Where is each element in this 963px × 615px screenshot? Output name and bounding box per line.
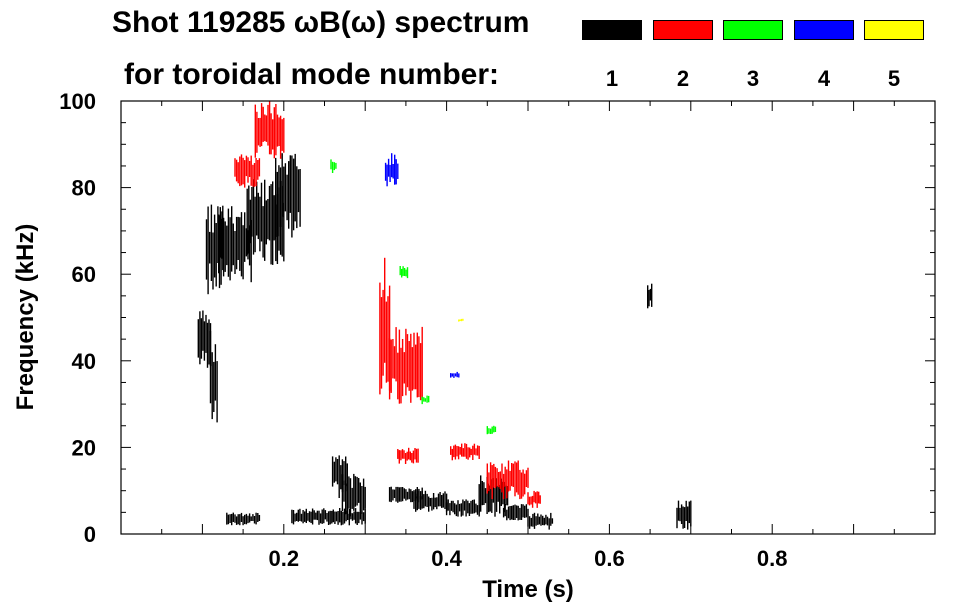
mode-1-region — [413, 490, 448, 512]
mode-2-region — [254, 101, 285, 159]
chart-subtitle: for toroidal mode number: — [124, 58, 499, 91]
mode-1-region — [502, 504, 529, 521]
spectrogram-data — [197, 101, 692, 530]
mode-2-region — [234, 154, 261, 188]
mode-1-region — [676, 500, 692, 530]
legend-swatch-mode-3 — [723, 20, 783, 40]
y-tick-label: 0 — [84, 522, 96, 547]
mode-1-region — [226, 512, 261, 526]
x-axis-title: Time (s) — [482, 576, 574, 603]
mode-1-region — [197, 310, 212, 368]
x-tick-label: 0.8 — [757, 546, 788, 571]
mode-1-region — [291, 508, 366, 526]
mode-3-region — [399, 266, 409, 279]
x-tick-label: 0.6 — [594, 546, 625, 571]
x-tick-label: 0.4 — [431, 546, 462, 571]
legend-label-mode-1: 1 — [605, 66, 619, 91]
y-tick-label: 100 — [59, 89, 96, 114]
mode-3-region — [486, 425, 497, 435]
mode-2-region — [397, 447, 419, 464]
mode-1-region — [527, 512, 554, 530]
mode-3-region — [421, 395, 430, 405]
y-tick-label: 20 — [72, 435, 96, 460]
x-tick-label: 0.2 — [269, 546, 300, 571]
y-axis-title: Frequency (kHz) — [12, 224, 39, 411]
y-tick-label: 80 — [72, 176, 96, 201]
mode-3-region — [330, 159, 337, 173]
mode-4-region — [384, 153, 399, 187]
mode-1-region — [205, 204, 224, 295]
mode-5-region — [458, 318, 464, 322]
y-tick-label: 60 — [72, 262, 96, 287]
mode-2-region — [379, 257, 391, 395]
mode-1-region — [209, 330, 218, 423]
legend-label-mode-2: 2 — [676, 66, 690, 91]
legend-label-mode-4: 4 — [817, 66, 831, 91]
mode-2-region — [450, 443, 480, 461]
mode-2-region — [527, 490, 541, 508]
legend-swatch-mode-2 — [653, 20, 713, 40]
mode-2-region — [388, 326, 423, 404]
mode-1-region — [341, 473, 366, 517]
mode-1-region — [217, 206, 252, 283]
chart-title: Shot 119285 ωB(ω) spectrum — [112, 6, 530, 39]
mode-4-region — [450, 371, 460, 378]
legend-label-mode-5: 5 — [887, 66, 901, 91]
tick-labels: 0.2 0.4 0.6 0.8 0 20 40 60 80 100 — [59, 89, 787, 571]
legend-label-mode-3: 3 — [746, 66, 760, 91]
mode-1-region — [275, 153, 301, 240]
legend-swatch-mode-5 — [864, 20, 924, 40]
legend-swatch-mode-4 — [794, 20, 854, 40]
y-tick-label: 40 — [72, 349, 96, 374]
legend-swatch-mode-1 — [582, 20, 642, 40]
plot-frame — [120, 100, 936, 535]
mode-1-region — [647, 283, 653, 309]
mode-2-region — [486, 460, 529, 500]
mode-1-region — [445, 499, 480, 517]
